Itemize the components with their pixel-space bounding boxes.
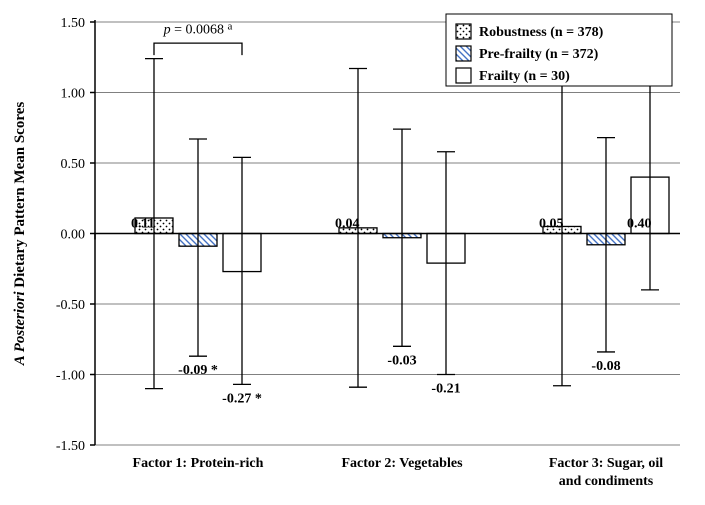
y-tick-label: -1.50 <box>56 439 85 454</box>
p-value-annotation: p = 0.0068 a <box>163 20 233 37</box>
bar-value-label: -0.21 <box>431 382 460 397</box>
bar-value-label: -0.27 * <box>222 391 262 406</box>
legend-label: Pre-frailty (n = 372) <box>479 47 599 62</box>
legend-label: Robustness (n = 378) <box>479 25 604 40</box>
x-group-label: Factor 3: Sugar, oil <box>549 456 663 471</box>
bar-value-label: 0.40 <box>627 217 652 232</box>
bar-value-label: -0.03 <box>387 353 416 368</box>
legend-label: Frailty (n = 30) <box>479 69 570 84</box>
y-tick-label: 0.50 <box>61 157 86 172</box>
bar-value-label: 0.04 <box>335 217 360 232</box>
y-tick-label: -0.50 <box>56 298 85 313</box>
bar-value-label: 0.11 <box>131 217 155 232</box>
x-group-label: and condiments <box>559 474 654 489</box>
legend-swatch <box>456 46 471 61</box>
bar-value-label: 0.05 <box>539 217 564 232</box>
y-tick-label: 0.00 <box>61 228 86 243</box>
bar-value-label: -0.08 <box>591 359 620 374</box>
x-group-label: Factor 1: Protein-rich <box>133 456 264 471</box>
x-group-label: Factor 2: Vegetables <box>341 456 463 471</box>
y-tick-label: 1.00 <box>61 87 86 102</box>
y-tick-label: 1.50 <box>61 16 86 31</box>
dietary-pattern-chart: -1.50 -1.00 -0.50 0.00 0.50 1.00 1.50 A Posteri… <box>0 0 705 505</box>
legend-swatch <box>456 24 471 39</box>
bar-value-label: -0.09 * <box>178 363 218 378</box>
y-tick-label: -1.00 <box>56 369 85 384</box>
legend-swatch <box>456 68 471 83</box>
y-axis-title: A Posteriori Dietary Pattern Mean Scores <box>12 102 28 367</box>
